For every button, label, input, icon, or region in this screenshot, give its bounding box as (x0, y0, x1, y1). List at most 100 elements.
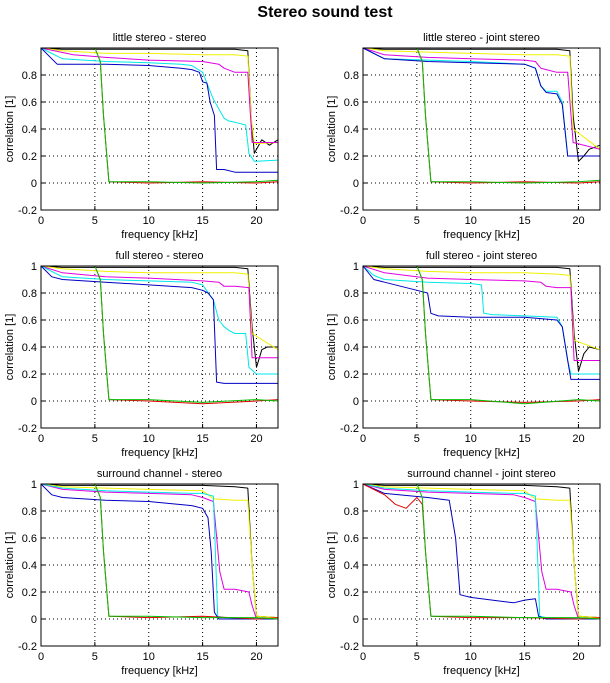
series-line-cyan (362, 483, 601, 620)
y-axis-label: correlation [1] (326, 96, 338, 163)
x-tick-label: 0 (38, 215, 44, 227)
x-tick-label: 10 (465, 215, 477, 227)
y-tick-label: 0.4 (22, 560, 37, 572)
x-tick-label: 15 (518, 433, 530, 445)
series-line-green (363, 483, 601, 620)
y-tick-label: 0.6 (22, 315, 37, 327)
x-tick-label: 15 (196, 215, 208, 227)
y-tick-label: -0.2 (18, 205, 37, 217)
series-line-magenta (40, 265, 278, 359)
y-tick-label: 0 (31, 614, 37, 626)
x-axis-label: frequency [kHz] (443, 447, 519, 459)
series-line-yellow (40, 265, 279, 351)
series-line-green (41, 47, 279, 184)
series-line-blue (40, 47, 278, 173)
x-tick-label: 10 (465, 651, 477, 663)
y-tick-label: 0 (31, 178, 37, 190)
y-tick-label: 0.4 (344, 560, 359, 572)
series-line-blue (362, 483, 600, 620)
chart-title: surround channel - stereo (97, 468, 222, 480)
series-line-green (41, 483, 279, 620)
series-line-blue (362, 265, 600, 380)
chart-title: little stereo - stereo (113, 32, 207, 44)
y-tick-label: 0.6 (22, 533, 37, 545)
series-line-blue (40, 483, 278, 620)
y-tick-label: 0 (353, 178, 359, 190)
y-tick-label: 0.2 (344, 151, 359, 163)
series-line-green (363, 47, 601, 184)
y-axis-label: correlation [1] (4, 532, 16, 599)
y-tick-label: -0.2 (340, 641, 359, 653)
y-tick-label: 0.6 (344, 533, 359, 545)
x-tick-label: 10 (143, 651, 155, 663)
x-tick-label: 0 (38, 433, 44, 445)
y-tick-label: 0.2 (22, 587, 37, 599)
x-tick-label: 5 (92, 215, 98, 227)
y-tick-label: 1 (31, 479, 37, 491)
x-tick-label: 5 (414, 433, 420, 445)
y-axis-label: correlation [1] (4, 314, 16, 381)
x-axis-label: frequency [kHz] (443, 665, 519, 677)
y-tick-label: 0.2 (22, 369, 37, 381)
x-tick-label: 5 (92, 651, 98, 663)
series-line-green (41, 265, 279, 403)
chart-title: surround channel - joint stereo (407, 468, 556, 480)
y-tick-label: 1 (353, 261, 359, 273)
series-line-yellow (40, 483, 279, 619)
y-tick-label: -0.2 (340, 205, 359, 217)
series-line-cyan (40, 47, 279, 162)
x-tick-label: 5 (92, 433, 98, 445)
x-tick-label: 0 (360, 215, 366, 227)
y-tick-label: 0.2 (344, 369, 359, 381)
x-tick-label: 10 (143, 433, 155, 445)
x-tick-label: 10 (465, 433, 477, 445)
x-tick-label: 0 (360, 433, 366, 445)
series-line-yellow (362, 483, 601, 619)
x-tick-label: 5 (414, 651, 420, 663)
series-line-blue (362, 47, 600, 157)
x-tick-label: 20 (572, 651, 584, 663)
x-tick-label: 0 (38, 651, 44, 663)
series-line-cyan (40, 265, 278, 375)
y-tick-label: 0.8 (344, 506, 359, 518)
figure-title: Stereo sound test (257, 4, 393, 21)
x-axis-label: frequency [kHz] (121, 665, 197, 677)
series-line-green (363, 265, 601, 405)
y-tick-label: 1 (31, 261, 37, 273)
x-axis-label: frequency [kHz] (121, 447, 197, 459)
plot-area (40, 265, 279, 429)
y-tick-label: -0.2 (18, 423, 37, 435)
x-tick-label: 10 (143, 215, 155, 227)
x-tick-label: 15 (196, 651, 208, 663)
x-axis-label: frequency [kHz] (121, 229, 197, 241)
x-tick-label: 5 (414, 215, 420, 227)
x-tick-label: 20 (250, 651, 262, 663)
series-line-black (40, 265, 278, 368)
series-line-black (362, 265, 601, 372)
y-tick-label: 0 (353, 614, 359, 626)
chart-title: full stereo - stereo (115, 250, 203, 262)
x-tick-label: 15 (518, 651, 530, 663)
series-line-magenta (362, 483, 600, 620)
y-tick-label: 0.4 (22, 124, 37, 136)
x-tick-label: 0 (360, 651, 366, 663)
series-line-black (40, 47, 279, 154)
series-line-yellow (362, 47, 601, 150)
x-tick-label: 20 (250, 215, 262, 227)
series-line-magenta (362, 265, 600, 361)
series-line-black (362, 47, 601, 162)
y-tick-label: 0.4 (22, 342, 37, 354)
x-tick-label: 15 (518, 215, 530, 227)
series-line-magenta (40, 47, 278, 143)
y-tick-label: 0.6 (344, 97, 359, 109)
y-tick-label: 0.8 (344, 70, 359, 82)
y-axis-label: correlation [1] (326, 532, 338, 599)
chart-title: full stereo - joint stereo (426, 250, 537, 262)
y-tick-label: 0.8 (344, 288, 359, 300)
y-axis-label: correlation [1] (326, 314, 338, 381)
